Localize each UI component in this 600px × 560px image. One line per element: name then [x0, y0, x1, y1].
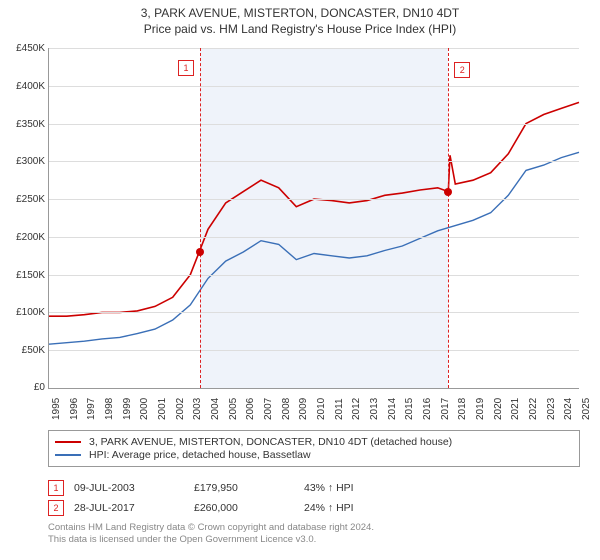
x-tick-label: 1996 — [69, 398, 80, 420]
attribution-text: Contains HM Land Registry data © Crown c… — [48, 522, 566, 547]
line-series-svg — [49, 48, 579, 388]
y-tick-label: £0 — [5, 382, 45, 393]
y-tick-label: £200K — [5, 232, 45, 243]
transaction-diff: 24% ↑ HPI — [304, 502, 404, 514]
x-tick-label: 2021 — [510, 398, 521, 420]
x-tick-label: 2014 — [387, 398, 398, 420]
y-tick-label: £250K — [5, 194, 45, 205]
y-gridline: £300K — [49, 161, 579, 162]
legend-swatch-hpi — [55, 454, 81, 456]
y-tick-label: £350K — [5, 119, 45, 130]
x-tick-label: 2013 — [369, 398, 380, 420]
series-line-hpi — [49, 152, 579, 344]
x-tick-label: 1997 — [86, 398, 97, 420]
y-gridline: £200K — [49, 237, 579, 238]
chart-title: 3, PARK AVENUE, MISTERTON, DONCASTER, DN… — [0, 6, 600, 20]
transaction-price: £179,950 — [194, 482, 294, 494]
chart-subtitle: Price paid vs. HM Land Registry's House … — [0, 22, 600, 36]
transaction-diff: 43% ↑ HPI — [304, 482, 404, 494]
x-tick-label: 2002 — [175, 398, 186, 420]
marker-line — [200, 48, 201, 388]
y-gridline: £450K — [49, 48, 579, 49]
x-tick-label: 1995 — [51, 398, 62, 420]
chart-title-block: 3, PARK AVENUE, MISTERTON, DONCASTER, DN… — [0, 0, 600, 36]
x-axis-labels: 1995 1996 1997 1998 1999 2000 2001 2002 2003 2004… — [48, 392, 578, 422]
x-tick-label: 1999 — [122, 398, 133, 420]
attribution-line: This data is licensed under the Open Gov… — [48, 534, 566, 546]
x-tick-label: 2007 — [263, 398, 274, 420]
x-tick-label: 2023 — [546, 398, 557, 420]
y-gridline: £150K — [49, 275, 579, 276]
chart-area: £0£50K£100K£150K£200K£250K£300K£350K£400… — [48, 48, 578, 388]
y-gridline: £250K — [49, 199, 579, 200]
x-tick-label: 2022 — [528, 398, 539, 420]
x-tick-label: 2009 — [298, 398, 309, 420]
marker-box-2: 2 — [454, 62, 470, 78]
x-tick-label: 1998 — [104, 398, 115, 420]
legend-box: 3, PARK AVENUE, MISTERTON, DONCASTER, DN… — [48, 430, 580, 467]
x-tick-label: 2018 — [457, 398, 468, 420]
marker-line — [448, 48, 449, 388]
y-tick-label: £150K — [5, 270, 45, 281]
x-tick-label: 2017 — [440, 398, 451, 420]
y-gridline: £400K — [49, 86, 579, 87]
series-line-property — [49, 102, 579, 316]
x-tick-label: 2001 — [157, 398, 168, 420]
transaction-date: 28-JUL-2017 — [74, 502, 184, 514]
x-tick-label: 2015 — [404, 398, 415, 420]
legend-row: 3, PARK AVENUE, MISTERTON, DONCASTER, DN… — [55, 436, 573, 448]
x-tick-label: 2012 — [351, 398, 362, 420]
y-tick-label: £100K — [5, 307, 45, 318]
y-tick-label: £50K — [5, 345, 45, 356]
x-tick-label: 2020 — [493, 398, 504, 420]
transactions-table: 1 09-JUL-2003 £179,950 43% ↑ HPI 2 28-JU… — [48, 476, 566, 520]
transaction-price: £260,000 — [194, 502, 294, 514]
marker-dot-2 — [444, 188, 452, 196]
legend-row: HPI: Average price, detached house, Bass… — [55, 449, 573, 461]
y-gridline: £100K — [49, 312, 579, 313]
x-tick-label: 2010 — [316, 398, 327, 420]
y-gridline: £350K — [49, 124, 579, 125]
attribution-line: Contains HM Land Registry data © Crown c… — [48, 522, 566, 534]
marker-box-1: 1 — [178, 60, 194, 76]
x-tick-label: 2000 — [139, 398, 150, 420]
x-tick-label: 2025 — [581, 398, 592, 420]
x-tick-label: 2004 — [210, 398, 221, 420]
y-tick-label: £300K — [5, 156, 45, 167]
transaction-marker-2: 2 — [48, 500, 64, 516]
x-tick-label: 2008 — [281, 398, 292, 420]
transaction-date: 09-JUL-2003 — [74, 482, 184, 494]
x-tick-label: 2003 — [192, 398, 203, 420]
transaction-marker-1: 1 — [48, 480, 64, 496]
x-tick-label: 2016 — [422, 398, 433, 420]
y-tick-label: £450K — [5, 43, 45, 54]
x-tick-label: 2019 — [475, 398, 486, 420]
table-row: 2 28-JUL-2017 £260,000 24% ↑ HPI — [48, 500, 566, 516]
x-tick-label: 2024 — [563, 398, 574, 420]
y-gridline: £50K — [49, 350, 579, 351]
y-tick-label: £400K — [5, 81, 45, 92]
legend-label-property: 3, PARK AVENUE, MISTERTON, DONCASTER, DN… — [89, 436, 452, 448]
x-tick-label: 2006 — [245, 398, 256, 420]
legend-label-hpi: HPI: Average price, detached house, Bass… — [89, 449, 311, 461]
plot-area: £0£50K£100K£150K£200K£250K£300K£350K£400… — [48, 48, 579, 389]
x-tick-label: 2011 — [334, 398, 345, 420]
table-row: 1 09-JUL-2003 £179,950 43% ↑ HPI — [48, 480, 566, 496]
x-tick-label: 2005 — [228, 398, 239, 420]
legend-swatch-property — [55, 441, 81, 443]
